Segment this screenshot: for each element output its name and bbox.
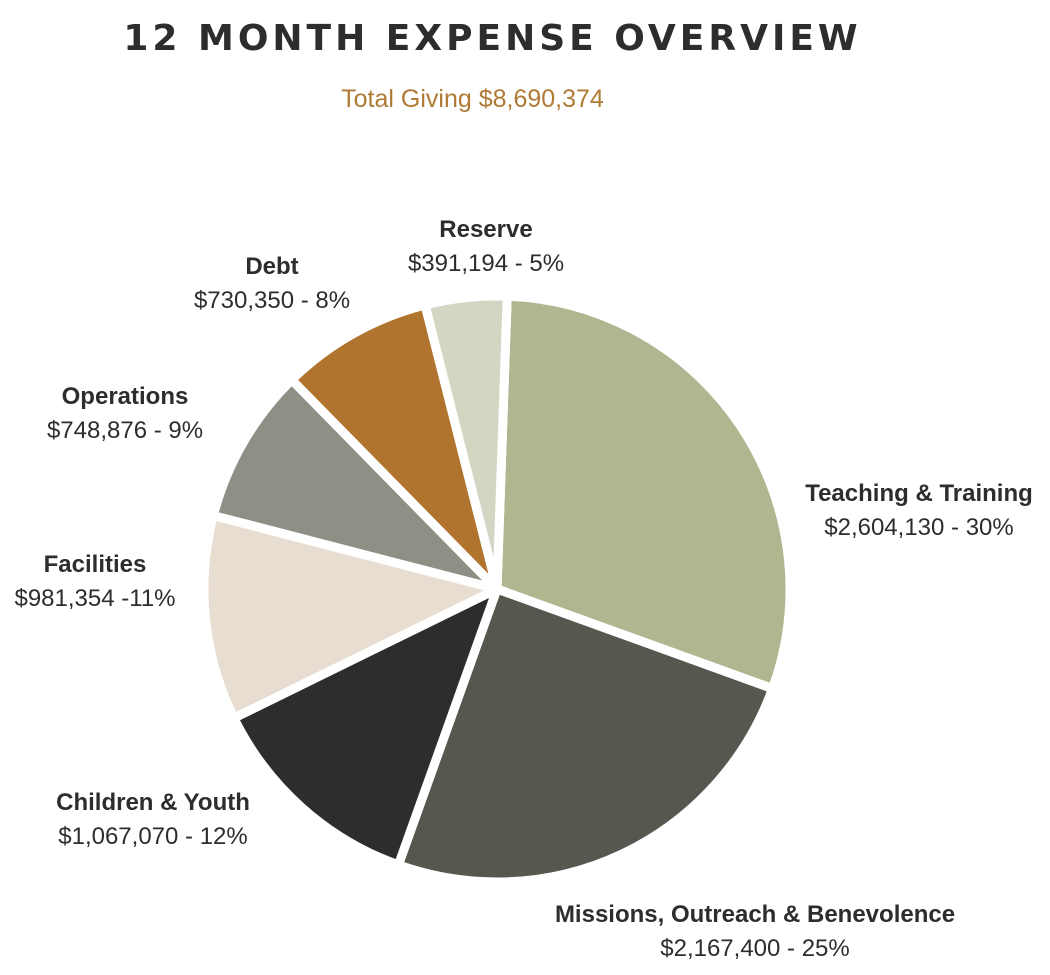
slice-label-children-youth: Children & Youth $1,067,070 - 12% xyxy=(28,786,278,854)
slice-name: Reserve xyxy=(439,216,533,243)
pie-slice-reserve xyxy=(420,291,512,594)
pie-slice-debt xyxy=(287,300,502,594)
pie-slice-facilities xyxy=(199,511,502,723)
slice-label-missions: Missions, Outreach & Benevolence $2,167,… xyxy=(520,898,990,966)
chart-title: 12 MONTH EXPENSE OVERVIEW xyxy=(123,18,862,59)
slice-name: Missions, Outreach & Benevolence xyxy=(554,901,956,928)
slice-value: $748,876 - 9% xyxy=(46,417,204,444)
pie-slice-teaching-training xyxy=(492,291,795,694)
slice-value: $2,604,130 - 30% xyxy=(824,514,1014,541)
slice-label-operations: Operations $748,876 - 9% xyxy=(20,380,230,448)
pie-slice-missions-outreach-benevolence xyxy=(393,584,778,887)
slice-name: Facilities xyxy=(43,551,147,578)
pie-slice-children-youth xyxy=(229,584,502,870)
slice-label-debt: Debt $730,350 - 8% xyxy=(172,250,372,318)
slice-label-reserve: Reserve $391,194 - 5% xyxy=(386,213,586,281)
slice-name: Teaching & Training xyxy=(805,480,1033,507)
slice-value: $730,350 - 8% xyxy=(193,287,351,314)
slice-value: $981,354 -11% xyxy=(14,585,176,612)
slice-name: Children & Youth xyxy=(56,789,250,816)
slice-value: $391,194 - 5% xyxy=(407,250,565,277)
slice-value: $1,067,070 - 12% xyxy=(58,823,248,850)
slice-label-facilities: Facilities $981,354 -11% xyxy=(0,548,190,616)
slice-name: Operations xyxy=(61,383,189,410)
slice-label-teaching-training: Teaching & Training $2,604,130 - 30% xyxy=(784,477,1050,545)
pie-slice-operations xyxy=(208,375,502,594)
chart-subtitle: Total Giving $8,690,374 xyxy=(341,85,604,113)
slice-value: $2,167,400 - 25% xyxy=(660,935,850,962)
slice-name: Debt xyxy=(245,253,299,280)
